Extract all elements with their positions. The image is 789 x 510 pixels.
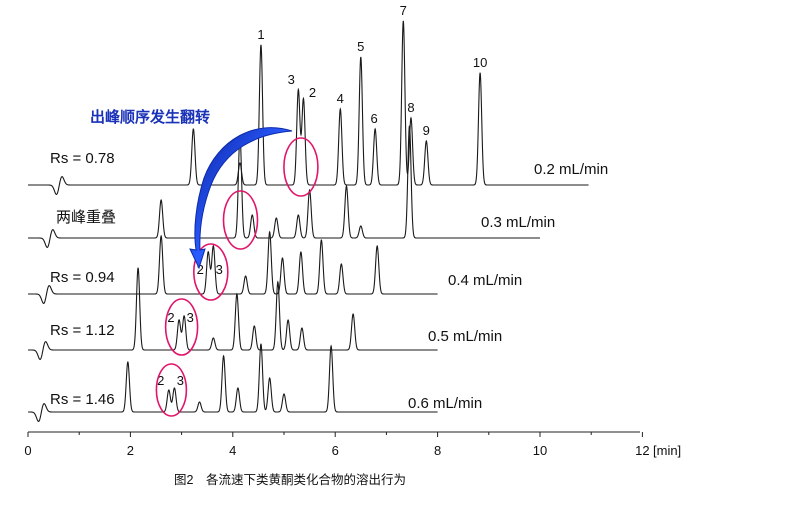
x-tick-label-6: 6 (332, 443, 339, 458)
highlight-circle-0-4-ml-min (193, 243, 229, 301)
highlight-circle-0-2-ml-min (283, 137, 319, 197)
resolution-label-0-2-ml-min: Rs = 0.78 (50, 150, 115, 167)
highlight-circle-0-3-ml-min (222, 190, 259, 250)
trace-0-6-ml-min (28, 343, 438, 422)
peak-label-0-2-ml-min-5: 5 (357, 39, 364, 54)
resolution-label-0-5-ml-min: Rs = 1.12 (50, 322, 115, 339)
resolution-label-0-4-ml-min: Rs = 0.94 (50, 269, 115, 286)
flow-rate-label-0-6-ml-min: 0.6 mL/min (408, 395, 482, 412)
highlight-circles (155, 137, 319, 417)
peak-label-0-2-ml-min-10: 10 (473, 55, 487, 70)
trace-0-2-ml-min (28, 20, 589, 195)
peak-label-0-2-ml-min-4: 4 (337, 91, 344, 106)
highlight-circle-0-5-ml-min (164, 298, 199, 356)
peak-label-0-4-ml-min-2: 2 (197, 262, 204, 277)
flow-rate-label-0-4-ml-min: 0.4 mL/min (448, 272, 522, 289)
x-axis-ticks: 0 2 4 6 8 10 12 (24, 432, 650, 458)
trace-0-5-ml-min (28, 267, 438, 360)
x-tick-label-12: 12 (635, 443, 649, 458)
peak-label-0-4-ml-min-3: 3 (216, 262, 223, 277)
x-tick-label-2: 2 (127, 443, 134, 458)
x-tick-label-8: 8 (434, 443, 441, 458)
x-axis-label: [min] (653, 443, 681, 458)
x-tick-label-0: 0 (24, 443, 31, 458)
peak-label-0-2-ml-min-2: 2 (309, 85, 316, 100)
resolution-label-0-6-ml-min: Rs = 1.46 (50, 391, 115, 408)
peak-label-0-2-ml-min-7: 7 (400, 3, 407, 18)
peak-label-0-2-ml-min-3: 3 (288, 72, 295, 87)
annotation-text: 出峰顺序发生翻转 (90, 108, 210, 126)
peak-label-0-2-ml-min-6: 6 (370, 111, 377, 126)
flow-rate-labels: 0.2 mL/min 0.3 mL/min 0.4 mL/min 0.5 mL/min… (408, 161, 608, 412)
peak-label-0-5-ml-min-2: 2 (167, 310, 174, 325)
peak-label-0-2-ml-min-8: 8 (407, 100, 414, 115)
resolution-label-0-3-ml-min: 两峰重叠 (56, 209, 116, 226)
x-tick-label-4: 4 (229, 443, 236, 458)
chromatogram-traces (28, 20, 589, 422)
reversal-arrow-body (189, 127, 293, 270)
resolution-labels: Rs = 0.78 两峰重叠 Rs = 0.94 Rs = 1.12 Rs = 1.46 (50, 150, 116, 408)
peak-label-0-5-ml-min-3: 3 (187, 310, 194, 325)
peak-label-0-6-ml-min-3: 3 (177, 373, 184, 388)
highlight-circle-0-6-ml-min (155, 363, 188, 417)
peak-label-0-2-ml-min-1: 1 (257, 27, 264, 42)
flow-rate-label-0-2-ml-min: 0.2 mL/min (534, 161, 608, 178)
reversal-arrow (189, 127, 293, 270)
figure-caption: 图2 各流速下类黄酮类化合物的溶出行为 (174, 472, 406, 487)
trace-0-4-ml-min (28, 230, 438, 304)
trace-0-3-ml-min (28, 125, 540, 248)
peak-label-0-2-ml-min-9: 9 (423, 123, 430, 138)
x-tick-label-10: 10 (533, 443, 547, 458)
flow-rate-label-0-5-ml-min: 0.5 mL/min (428, 328, 502, 345)
peak-label-0-6-ml-min-2: 2 (157, 373, 164, 388)
flow-rate-label-0-3-ml-min: 0.3 mL/min (481, 214, 555, 231)
